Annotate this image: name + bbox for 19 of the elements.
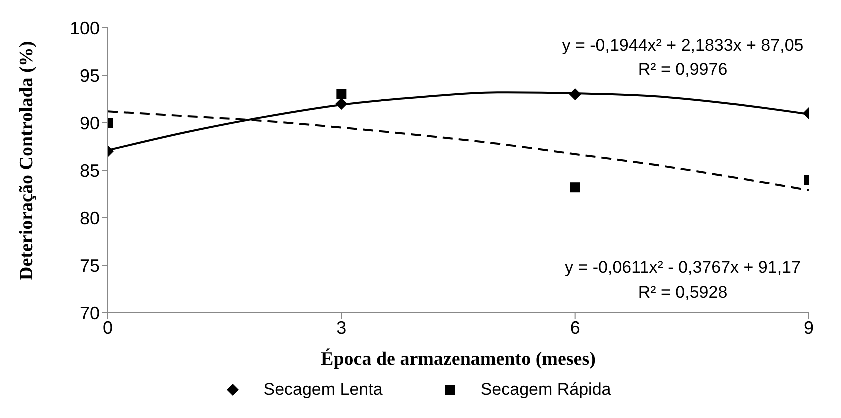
annotation: y = -0,1944x² + 2,1833x + 87,05 bbox=[561, 36, 805, 56]
y-tick-label: 85 bbox=[80, 160, 100, 181]
x-tick-label: 0 bbox=[102, 318, 114, 338]
y-tick-label: 100 bbox=[70, 18, 100, 38]
y-tick-label: 90 bbox=[80, 113, 100, 134]
y-tick-label: 75 bbox=[80, 256, 100, 276]
y-tick-label: 70 bbox=[80, 303, 100, 324]
x-axis-title: Época de armazenamento (meses) bbox=[321, 348, 596, 370]
annotation: R² = 0,9976 bbox=[637, 60, 729, 80]
annotation: R² = 0,5928 bbox=[637, 283, 729, 303]
annotation: y = -0,0611x² - 0,3767x + 91,17 bbox=[564, 258, 802, 278]
legend-label: Secagem Rápida bbox=[480, 380, 612, 400]
x-tick-label: 9 bbox=[804, 318, 814, 338]
x-tick-label: 3 bbox=[336, 318, 347, 338]
y-tick-label: 80 bbox=[80, 208, 100, 228]
y-axis-title: Deterioração Controlada (%) bbox=[16, 41, 38, 280]
legend-label: Secagem Lenta bbox=[264, 380, 383, 400]
y-tick-label: 95 bbox=[80, 66, 100, 86]
x-tick-label: 6 bbox=[570, 318, 580, 338]
